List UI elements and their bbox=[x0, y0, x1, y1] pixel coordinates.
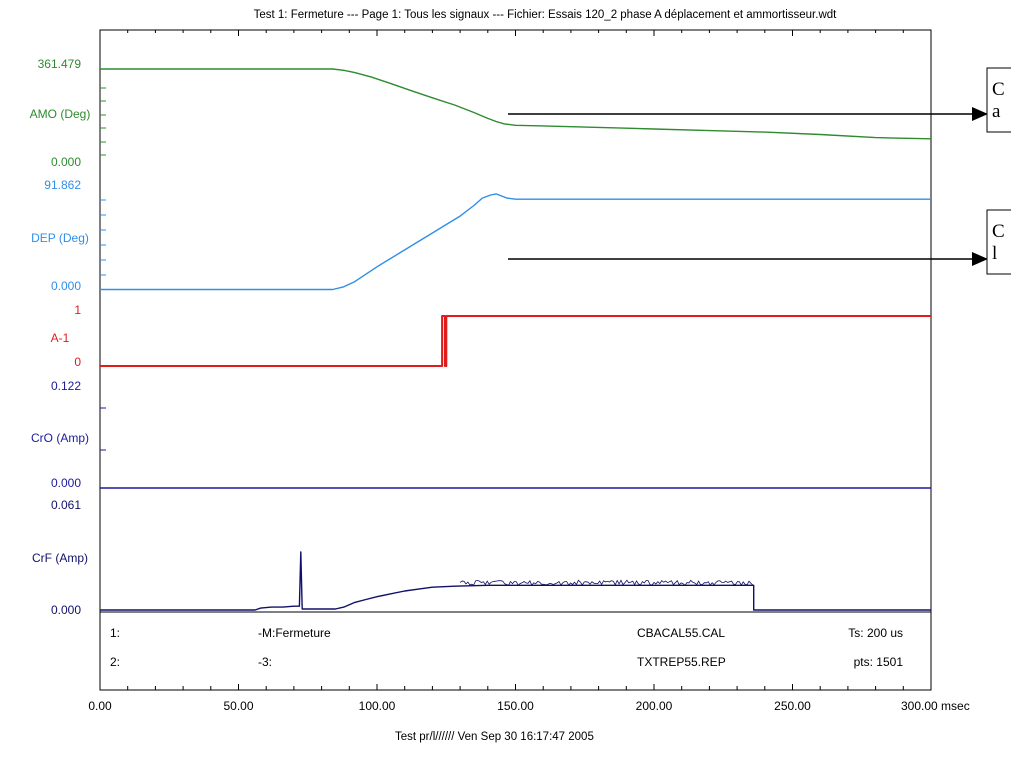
series-cro-min-label: 0.000 bbox=[51, 476, 81, 490]
series-dep-max-label: 91.862 bbox=[44, 178, 81, 192]
info-row1-cal: CBACAL55.CAL bbox=[637, 626, 725, 640]
frame-ticks bbox=[99, 30, 932, 451]
series-layer bbox=[100, 68, 932, 611]
chart-title: Test 1: Fermeture --- Page 1: Tous les s… bbox=[254, 9, 838, 21]
x-tick-label: 150.00 bbox=[497, 699, 534, 713]
series-amo-min-label: 0.000 bbox=[51, 155, 81, 169]
series-a-1-max-label: 1 bbox=[74, 303, 81, 317]
callout-2-box bbox=[986, 209, 1011, 275]
callout-1-arrow-icon bbox=[972, 107, 988, 121]
series-a-1-line bbox=[100, 315, 931, 367]
series-amo-name-label: AMO (Deg) bbox=[30, 107, 91, 121]
series-crf-name-label: CrF (Amp) bbox=[32, 551, 88, 565]
series-dep-line bbox=[100, 193, 931, 291]
info-panel: 1: -M:Fermeture CBACAL55.CAL Ts: 200 us … bbox=[110, 626, 903, 669]
series-amo-line bbox=[100, 68, 932, 140]
series-amo-max-label: 361.479 bbox=[38, 57, 82, 71]
axis-labels: 361.479 AMO (Deg) 0.000 91.862 DEP (Deg) 0.00… bbox=[30, 57, 91, 617]
series-a-1-name-label: A-1 bbox=[51, 331, 70, 345]
x-tick-label: 300.00 msec bbox=[901, 699, 970, 713]
series-crf-noise bbox=[459, 579, 754, 586]
x-axis: 0.00 50.00 100.00 150.00 200.00 250.00 300.00 … bbox=[88, 684, 970, 713]
x-tick-label: 200.00 bbox=[636, 699, 673, 713]
plot-frame bbox=[99, 29, 932, 691]
series-crf-line bbox=[100, 551, 931, 611]
series-a-1-min-label: 0 bbox=[74, 355, 81, 369]
x-tick-label: 250.00 bbox=[774, 699, 811, 713]
callout-1-box bbox=[986, 67, 1011, 133]
x-tick-label: 0.00 bbox=[88, 699, 112, 713]
info-row1-num: 1: bbox=[110, 626, 120, 640]
series-cro-max-label: 0.122 bbox=[51, 379, 81, 393]
info-row2-num: 2: bbox=[110, 655, 120, 669]
series-dep-min-label: 0.000 bbox=[51, 279, 81, 293]
info-row2-name: -3: bbox=[258, 655, 272, 669]
x-tick-label: 50.00 bbox=[223, 699, 253, 713]
series-crf-max-label: 0.061 bbox=[51, 498, 81, 512]
footer-text: Test pr/l////// Ven Sep 30 16:17:47 2005 bbox=[395, 731, 594, 743]
series-crf-min-label: 0.000 bbox=[51, 603, 81, 617]
info-row2-cal: TXTREP55.REP bbox=[637, 655, 726, 669]
info-row1-param: Ts: 200 us bbox=[848, 626, 903, 640]
series-dep-name-label: DEP (Deg) bbox=[31, 231, 89, 245]
x-tick-label: 100.00 bbox=[359, 699, 396, 713]
callout-2-arrow-icon bbox=[972, 252, 988, 266]
info-row1-name: -M:Fermeture bbox=[258, 626, 331, 640]
info-row2-param: pts: 1501 bbox=[854, 655, 904, 669]
series-cro-name-label: CrO (Amp) bbox=[31, 431, 89, 445]
